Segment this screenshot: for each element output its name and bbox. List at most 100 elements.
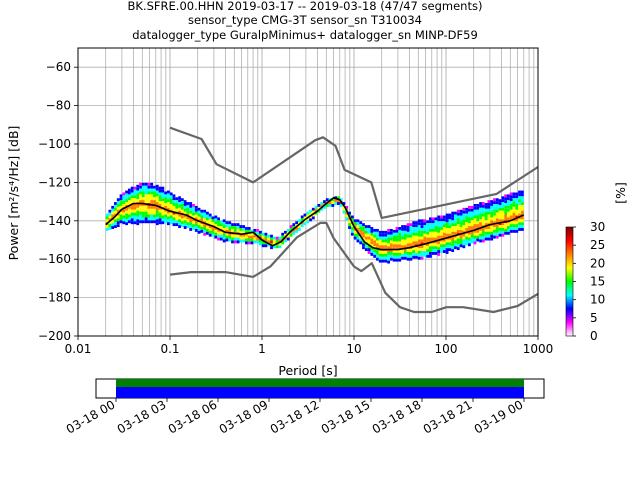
density-cell (169, 198, 173, 202)
density-cell (515, 198, 519, 202)
density-cell (401, 245, 404, 249)
density-cell (136, 193, 140, 197)
density-cell (515, 195, 519, 199)
density-cell (490, 217, 494, 221)
density-cell (189, 210, 193, 214)
density-cell (426, 252, 429, 255)
density-cell (473, 238, 477, 242)
density-cell (501, 202, 505, 205)
density-cell (356, 236, 360, 240)
density-cell (395, 229, 399, 233)
density-cell (520, 216, 524, 220)
density-cell (487, 228, 491, 232)
density-cell (325, 204, 329, 207)
density-cell (122, 218, 126, 222)
density-cell (481, 228, 485, 231)
density-cell (442, 215, 446, 219)
density-cell (167, 222, 170, 226)
density-cell (222, 236, 226, 240)
density-cell (387, 249, 390, 252)
density-cell (359, 232, 363, 236)
density-cell (172, 211, 176, 215)
density-cell (520, 225, 524, 228)
density-cell (518, 216, 521, 220)
density-cell (183, 203, 187, 206)
density-cell (426, 240, 429, 244)
density-cell (189, 219, 193, 223)
density-cell (518, 204, 521, 208)
density-cell (412, 241, 416, 245)
density-cell (415, 241, 418, 245)
density-cell (498, 207, 502, 211)
density-cell (417, 242, 421, 246)
density-cell (158, 209, 162, 213)
density-cell (378, 256, 382, 260)
density-cell (409, 231, 413, 235)
density-cell (428, 237, 432, 241)
density-cell (473, 218, 477, 222)
density-cell (495, 215, 499, 219)
density-cell (331, 204, 335, 207)
density-cell (468, 234, 471, 238)
density-cell (164, 194, 168, 198)
density-cell (219, 223, 223, 227)
density-cell (437, 250, 441, 253)
density-cell (122, 204, 126, 207)
density-cell (473, 241, 477, 245)
density-cell (392, 247, 396, 251)
density-cell (434, 231, 438, 235)
density-cell (442, 232, 446, 236)
density-cell (189, 213, 193, 217)
density-cell (456, 218, 460, 222)
density-cell (155, 187, 159, 191)
density-cell (309, 209, 312, 213)
density-cell (493, 221, 496, 225)
density-cell (518, 219, 521, 223)
density-cell (133, 201, 137, 204)
density-cell (520, 190, 524, 194)
density-cell (245, 229, 248, 233)
density-cell (167, 216, 170, 220)
density-cell (353, 219, 357, 223)
density-cell (448, 245, 452, 249)
density-cell (258, 239, 262, 243)
high-noise-model-line (169, 126, 539, 219)
density-cell (286, 228, 290, 232)
density-cell (164, 203, 168, 206)
density-cell (398, 241, 402, 245)
density-cell (194, 214, 198, 218)
density-cell (180, 224, 184, 228)
density-cell (200, 229, 204, 233)
density-cell (242, 233, 246, 237)
density-cell (111, 220, 115, 224)
density-cell (264, 238, 268, 242)
density-cell (406, 257, 410, 261)
density-cell (504, 217, 508, 221)
density-cell (417, 219, 421, 223)
density-cell (403, 256, 407, 260)
density-cell (476, 229, 480, 233)
density-cell (423, 222, 427, 226)
density-cell (504, 194, 508, 198)
density-cell (431, 228, 435, 232)
density-cell (398, 255, 402, 259)
density-cell (423, 228, 427, 231)
density-cell (373, 254, 377, 258)
density-cell (456, 227, 460, 230)
density-cell (359, 229, 363, 233)
density-cell (278, 239, 282, 243)
density-cell (395, 238, 399, 242)
density-cell (406, 234, 410, 238)
density-cell (139, 203, 142, 206)
density-cell (161, 189, 165, 193)
density-cell (114, 210, 117, 214)
density-cell (378, 245, 382, 249)
timeline-tick-label: 03-18 21 (421, 397, 475, 436)
density-cell (409, 252, 413, 255)
density-cell (518, 225, 521, 228)
density-cell (150, 194, 154, 198)
density-cell (509, 212, 513, 216)
density-cell (459, 218, 463, 222)
density-cell (292, 231, 296, 235)
density-cell (398, 235, 402, 239)
